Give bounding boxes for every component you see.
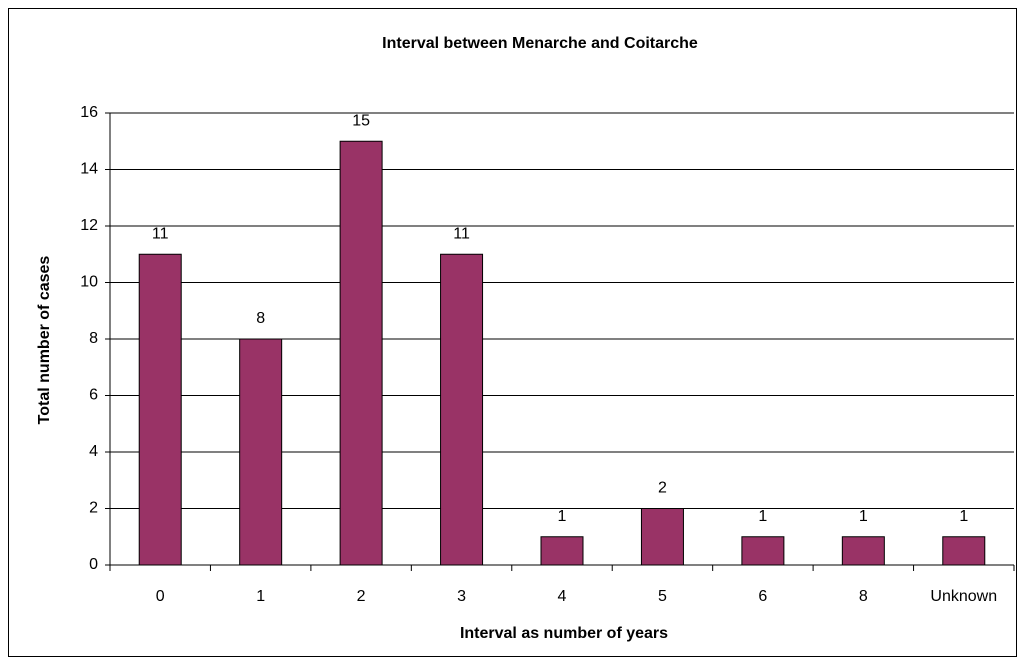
data-label: 1	[758, 508, 767, 525]
x-tick-label: 5	[658, 588, 667, 605]
x-axis-title: Interval as number of years	[460, 625, 668, 642]
x-tick-label: 3	[457, 588, 466, 605]
bar	[841, 536, 885, 566]
y-tick-label: 6	[89, 387, 98, 404]
bar	[942, 536, 986, 566]
x-tick-label: 1	[256, 588, 265, 605]
y-tick-label: 8	[89, 330, 98, 347]
y-tick-label: 4	[89, 443, 98, 460]
x-tick-label: 2	[357, 588, 366, 605]
x-tick-label: Unknown	[930, 588, 997, 605]
bar	[640, 508, 684, 566]
x-tick-label: 0	[156, 588, 165, 605]
bar	[339, 140, 383, 566]
data-label: 1	[859, 508, 868, 525]
data-label: 2	[658, 480, 667, 497]
y-tick-label: 16	[80, 104, 98, 121]
data-label: 8	[256, 310, 265, 327]
y-tick-label: 10	[80, 274, 98, 291]
y-tick-label: 2	[89, 500, 98, 517]
y-axis-title: Total number of cases	[36, 256, 53, 425]
data-label: 11	[453, 225, 470, 242]
x-tick-label: 4	[558, 588, 567, 605]
y-tick-label: 12	[80, 217, 98, 234]
data-label: 1	[959, 508, 968, 525]
x-tick-label: 6	[758, 588, 767, 605]
bar	[440, 253, 484, 566]
data-label: 11	[152, 225, 169, 242]
y-tick-label: 14	[80, 161, 98, 178]
bar	[239, 338, 283, 566]
data-label: 15	[352, 112, 370, 129]
bar	[138, 253, 182, 566]
x-tick-label: 8	[859, 588, 868, 605]
bar	[741, 536, 785, 566]
data-label: 1	[558, 508, 567, 525]
y-tick-label: 0	[89, 556, 98, 573]
chart-title: Interval between Menarche and Coitarche	[382, 35, 698, 52]
bar	[540, 536, 584, 566]
